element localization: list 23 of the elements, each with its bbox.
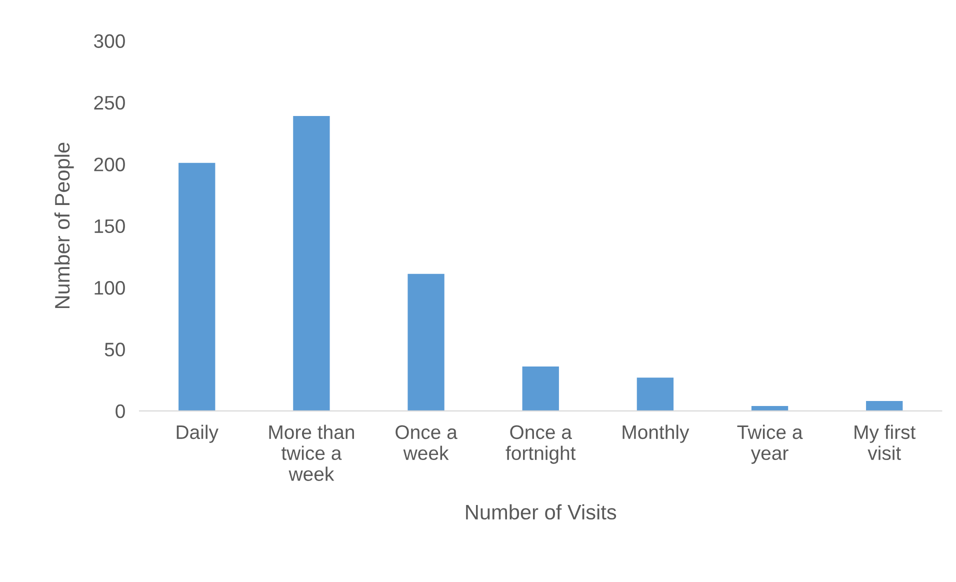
y-tick-label: 250 (94, 96, 125, 110)
y-tick-label: 100 (94, 280, 125, 295)
y-tick-label: 0 (116, 404, 125, 418)
bar (751, 406, 788, 411)
x-tick-label: Twice a year (737, 424, 803, 464)
x-tick-label: My first visit (854, 424, 916, 460)
x-tick-label: Once a fortnight (506, 425, 576, 464)
y-tick-label: 50 (104, 342, 125, 356)
y-axis-title: Number of People (54, 142, 74, 308)
bar (522, 366, 559, 411)
bar (293, 116, 330, 411)
x-axis-title: Number of Visits (466, 504, 616, 520)
x-tick-label: Once a week (396, 425, 458, 460)
y-tick-label: 150 (94, 219, 125, 234)
x-tick-label: More than twice a week (269, 424, 354, 481)
bar (866, 401, 903, 411)
bar (408, 274, 444, 411)
bar (178, 162, 216, 411)
bar (636, 378, 674, 411)
x-tick-label: Monthly (622, 424, 690, 443)
y-tick-label: 300 (94, 34, 125, 48)
y-tick-label: 200 (94, 158, 125, 172)
x-tick-label: Daily (176, 424, 218, 443)
